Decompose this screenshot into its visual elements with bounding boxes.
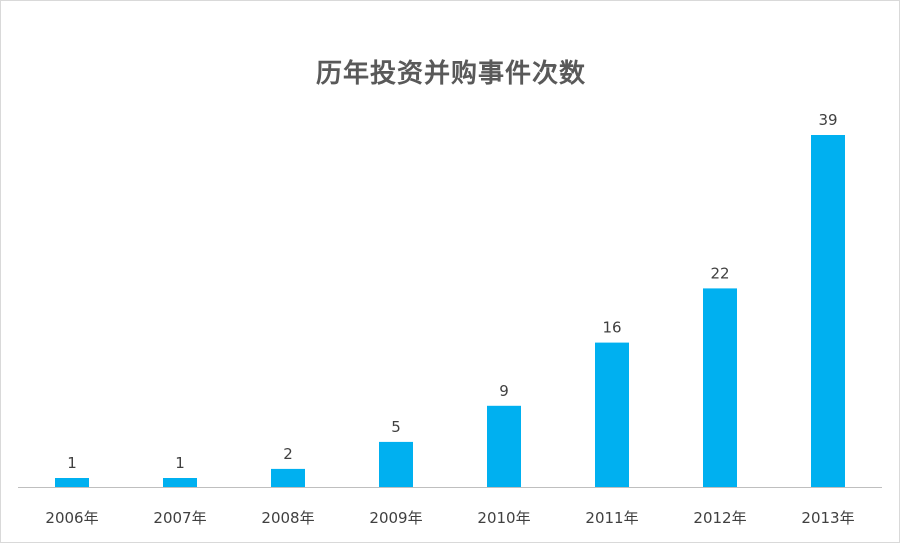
data-label-2011年: 16 [602,319,621,337]
data-label-2008年: 2 [283,445,293,463]
x-tick-label-2008年: 2008年 [261,509,314,527]
bar-2011年 [595,342,629,487]
data-label-2006年: 1 [67,454,77,472]
bar-2012年 [703,288,737,487]
bar-2010年 [487,405,521,487]
x-tick-label-2007年: 2007年 [153,509,206,527]
bar-2006年 [55,478,89,487]
bar-2009年 [379,441,413,487]
data-label-2009年: 5 [391,418,401,436]
tick-labels-layer: 2006年 2007年 2008年 2009年 2010年 2011年 2012年 2013年 [45,509,854,527]
x-tick-label-2009年: 2009年 [369,509,422,527]
x-tick-label-2011年: 2011年 [585,509,638,527]
bar-2013年 [811,135,845,487]
x-tick-label-2013年: 2013年 [801,509,854,527]
data-labels-layer: 1 1 2 5 9 16 22 39 [67,111,837,472]
data-label-2010年: 9 [499,382,509,400]
data-label-2007年: 1 [175,454,185,472]
bars-layer [55,135,845,487]
x-tick-label-2006年: 2006年 [45,509,98,527]
x-tick-label-2010年: 2010年 [477,509,530,527]
bar-2008年 [271,468,305,487]
data-label-2012年: 22 [710,264,729,282]
chart-title: 历年投资并购事件次数 [315,59,586,89]
data-label-2013年: 39 [818,111,837,129]
x-tick-label-2012年: 2012年 [693,509,746,527]
bar-2007年 [163,478,197,487]
